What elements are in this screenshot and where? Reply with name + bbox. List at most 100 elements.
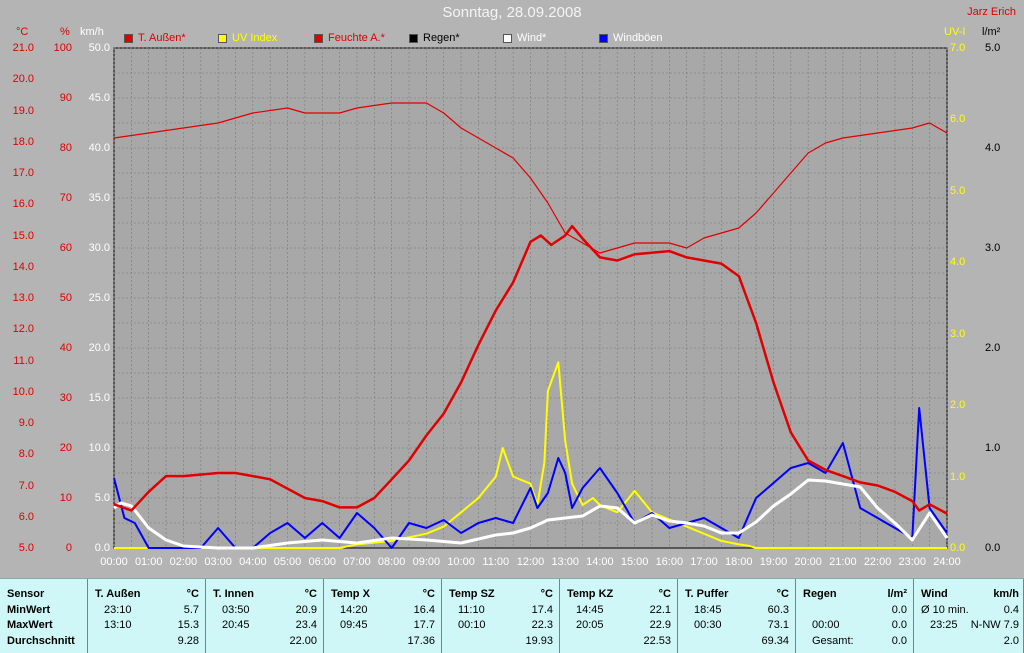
chart-canvas bbox=[113, 47, 949, 550]
stats-panel: Sensor MinWert MaxWert Durchschnitt T. A… bbox=[0, 578, 1024, 653]
legend-uv: UV Index bbox=[218, 32, 277, 44]
legend-regen: Regen* bbox=[409, 32, 460, 44]
legend-swatch-wind bbox=[503, 33, 512, 43]
uv-tick: 6.0 bbox=[950, 113, 966, 126]
stats-min-value: 5.7 bbox=[183, 604, 199, 616]
stats-column-wind: Wind km/h Ø 10 min. 0.4 23:25 N-NW 7.9 2.0 bbox=[914, 579, 1024, 653]
celsius-unit-label: °C bbox=[16, 26, 29, 38]
series-line-0 bbox=[113, 224, 948, 515]
celsius-tick: 6.0 bbox=[18, 510, 34, 523]
stats-regen-min: 0.0 bbox=[891, 604, 907, 616]
kmh-tick: 20.0 bbox=[88, 342, 110, 354]
stats-max-value: 22.9 bbox=[649, 619, 671, 631]
stats-sensor-name: T. Puffer bbox=[685, 588, 729, 600]
kmh-tick: 40.0 bbox=[88, 142, 110, 154]
x-tick: 15:00 bbox=[620, 556, 649, 568]
stats-regen-total-label: Gesamt: bbox=[812, 635, 854, 647]
stats-regen-unit: l/m² bbox=[887, 588, 907, 600]
kmh-tick: 5.0 bbox=[94, 492, 110, 504]
stats-sensor-unit: °C bbox=[776, 588, 789, 600]
uv-tick: 4.0 bbox=[950, 256, 966, 269]
stats-label-column: Sensor MinWert MaxWert Durchschnitt bbox=[0, 579, 88, 653]
legend-feuchte: Feuchte A.* bbox=[314, 32, 385, 44]
legend-swatch-t-aussen bbox=[124, 33, 133, 43]
x-tick: 03:00 bbox=[204, 556, 232, 568]
stats-avg-value: 22.53 bbox=[643, 635, 671, 647]
stats-avg-value: 19.93 bbox=[525, 635, 553, 647]
legend-wind: Wind* bbox=[503, 32, 546, 44]
stats-min-value: 60.3 bbox=[767, 604, 789, 616]
chart-area: Sonntag, 28.09.2008 Jarz Erich °C % km/h… bbox=[12, 4, 1016, 568]
legend-t-aussen: T. Außen* bbox=[124, 32, 186, 44]
series-line-4 bbox=[113, 478, 949, 550]
percent-tick: 100 bbox=[53, 42, 72, 54]
stats-min-time: 11:10 bbox=[458, 604, 485, 616]
percent-tick: 60 bbox=[59, 242, 72, 254]
stats-max-time: 20:05 bbox=[576, 619, 604, 631]
stats-max-time: 13:10 bbox=[104, 619, 132, 631]
legend-label-windboeen: Windböen bbox=[613, 32, 663, 44]
stats-max-time: 00:10 bbox=[458, 619, 486, 631]
x-tick: 17:00 bbox=[690, 556, 718, 568]
stats-column: T. Innen °C 03:50 20.9 20:45 23.4 22.00 bbox=[206, 579, 324, 653]
stats-avg-value: 22.00 bbox=[289, 635, 317, 647]
stats-sensor-name: Temp KZ bbox=[567, 588, 614, 600]
series-line-2 bbox=[114, 361, 947, 549]
kmh-tick: 25.0 bbox=[88, 292, 110, 304]
lm2-tick: 0.0 bbox=[985, 542, 1001, 554]
uv-unit-label: UV-I bbox=[944, 26, 966, 38]
celsius-tick: 19.0 bbox=[12, 104, 34, 117]
x-tick: 08:00 bbox=[377, 556, 406, 568]
kmh-tick: 10.0 bbox=[88, 442, 110, 454]
x-tick: 00:00 bbox=[100, 556, 128, 568]
stats-min-value: 17.4 bbox=[531, 604, 553, 616]
uv-tick: 1.0 bbox=[950, 470, 966, 483]
legend-swatch-regen bbox=[409, 33, 418, 43]
stats-min-time: 18:45 bbox=[694, 604, 722, 616]
percent-tick: 90 bbox=[59, 92, 72, 104]
stats-min-time: 23:10 bbox=[104, 604, 132, 616]
stats-sensor-unit: °C bbox=[422, 588, 435, 600]
x-tick: 09:00 bbox=[412, 556, 441, 568]
x-tick: 18:00 bbox=[724, 556, 753, 568]
kmh-tick: 35.0 bbox=[88, 192, 110, 204]
kmh-tick: 50.0 bbox=[88, 42, 110, 54]
kmh-unit-label: km/h bbox=[80, 26, 104, 38]
percent-tick: 80 bbox=[59, 142, 72, 154]
legend-label-uv: UV Index bbox=[232, 32, 278, 44]
x-tick: 12:00 bbox=[516, 556, 545, 568]
x-tick: 06:00 bbox=[308, 556, 337, 568]
stats-sensor-label: Sensor bbox=[7, 588, 45, 600]
celsius-tick: 8.0 bbox=[18, 448, 34, 461]
x-tick: 01:00 bbox=[134, 556, 163, 568]
celsius-tick: 17.0 bbox=[12, 167, 34, 179]
uv-tick: 0.0 bbox=[950, 542, 966, 554]
x-tick: 23:00 bbox=[898, 556, 927, 568]
kmh-tick: 0.0 bbox=[94, 542, 110, 554]
celsius-tick: 21.0 bbox=[12, 42, 34, 54]
lm2-tick: 1.0 bbox=[985, 442, 1001, 454]
stats-avg-value: 9.28 bbox=[177, 635, 199, 647]
kmh-tick: 15.0 bbox=[88, 392, 110, 404]
stats-column: Temp SZ °C 11:10 17.4 00:10 22.3 19.93 bbox=[442, 579, 560, 653]
stats-sensor-name: T. Außen bbox=[95, 588, 141, 600]
stats-max-value: 73.1 bbox=[767, 619, 789, 631]
lm2-tick: 5.0 bbox=[985, 42, 1001, 54]
celsius-tick: 9.0 bbox=[18, 417, 34, 429]
stats-max-label: MaxWert bbox=[7, 619, 53, 631]
percent-tick: 70 bbox=[59, 192, 72, 204]
stats-max-value: 23.4 bbox=[295, 619, 317, 631]
stats-min-value: 22.1 bbox=[649, 604, 671, 616]
stats-sensor-unit: °C bbox=[304, 588, 317, 600]
stats-column: T. Puffer °C 18:45 60.3 00:30 73.1 69.34 bbox=[678, 579, 796, 653]
legend-label-regen: Regen* bbox=[423, 32, 460, 44]
x-tick: 21:00 bbox=[829, 556, 857, 568]
stats-wind-min: 0.4 bbox=[1003, 604, 1019, 616]
stats-wind-avg: 2.0 bbox=[1003, 635, 1019, 647]
stats-min-time: 03:50 bbox=[222, 604, 250, 616]
stats-sensor-unit: °C bbox=[658, 588, 671, 600]
stats-max-value: 15.3 bbox=[177, 619, 199, 631]
stats-max-time: 20:45 bbox=[222, 619, 250, 631]
x-tick: 10:00 bbox=[447, 556, 475, 568]
celsius-tick: 16.0 bbox=[12, 198, 34, 211]
